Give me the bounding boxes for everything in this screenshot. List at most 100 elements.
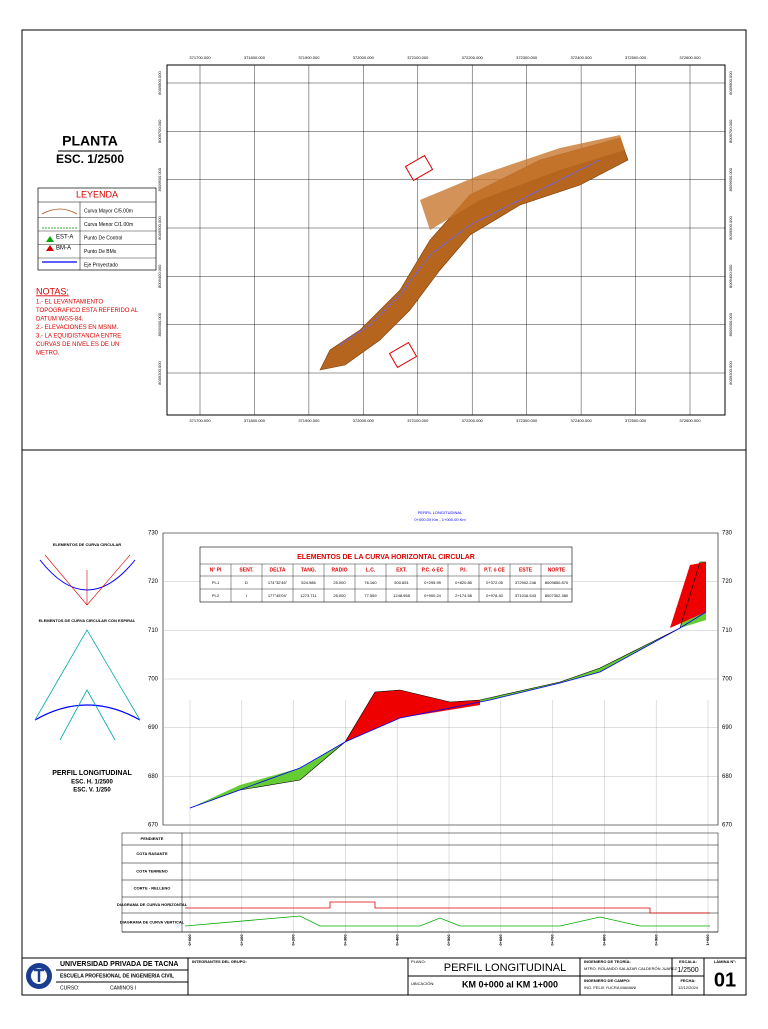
profile-title: PERFIL LONGITUDINAL: [418, 510, 463, 515]
table-cell: 77.559: [364, 593, 377, 598]
station-label: 0+500: [446, 934, 451, 946]
university: UNIVERSIDAD PRIVADA DE TACNA: [60, 961, 179, 968]
station-label: 0+100: [239, 934, 244, 946]
profile-label: PERFIL LONGITUDINAL: [52, 770, 132, 777]
theory-label: INGENIERO DE TEORÍA:: [584, 959, 631, 964]
map-y-label: 8009700.000: [728, 119, 733, 143]
table-cell: 372902.246: [515, 580, 537, 585]
legend-box: [37, 187, 157, 271]
map-y-label: 8009200.000: [728, 361, 733, 385]
map-y-label: 8009700.000: [157, 119, 162, 143]
legend-symbol: [46, 236, 54, 242]
legend-symbol: [46, 245, 54, 251]
map-x-label: 372600.000: [679, 418, 701, 423]
map-x-label: 372100.000: [407, 55, 429, 60]
table-cell: 500.651: [394, 580, 409, 585]
row-label: COTA TERRENO: [136, 869, 168, 874]
table-cell: 0+820.85: [455, 580, 473, 585]
map-y-label: 8009400.000: [728, 264, 733, 288]
sheet-label: LÁMINA N°:: [714, 959, 736, 964]
logo: [34, 968, 44, 982]
table-cell: 2+174.58: [455, 593, 473, 598]
y-label: 700: [722, 677, 733, 683]
diagram-title: ELEMENTOS DE CURVA CIRCULAR CON ESPIRAL: [39, 618, 136, 623]
station-label: 0+600: [498, 934, 503, 946]
theory: MTRO. ROLANDO SALAZAR CALDERÓN JUAREZ: [584, 966, 678, 971]
map-x-label: 371700.000: [189, 418, 211, 423]
y-label: 670: [722, 823, 733, 829]
table-cell: D: [245, 580, 248, 585]
note-line: 3.- LA EQUIDISTANCIA ENTRE: [36, 334, 121, 340]
legend-symbol: [41, 208, 78, 215]
table-header: SENT.: [239, 567, 254, 573]
map-x-label: 372500.000: [625, 55, 647, 60]
legend-item: Curva Mayor C/5.00m: [84, 208, 133, 214]
map-y-label: 8009800.000: [728, 71, 733, 95]
profile-range: 0+000.00 Km - 1+000.00 Km: [414, 517, 466, 522]
legend-title: LEYENDA: [76, 189, 118, 199]
map-frame: [166, 64, 726, 416]
y-label: 710: [148, 628, 159, 634]
profile-scale-v: ESC. V. 1/250: [73, 788, 111, 794]
spiral-diagram: [34, 629, 141, 741]
table-header: P.T. ó CE: [484, 567, 505, 573]
location: KM 0+000 al KM 1+000: [462, 979, 558, 989]
map-grid: 371700.000 371700.000 371800.000 371800.000…: [157, 55, 733, 423]
table-cell: 76.160: [364, 580, 377, 585]
table-cell: 371016.543: [515, 593, 537, 598]
station-label: 0+000: [187, 934, 192, 946]
map-y-label: 8009300.000: [157, 312, 162, 336]
table-cell: 1273.711: [300, 593, 317, 598]
legend-marker: BM-A: [56, 246, 71, 252]
table-cell: 0+900.24: [424, 593, 442, 598]
note-line: DATUM WGS-84.: [36, 317, 84, 323]
table-header: P.C. ó EC: [422, 567, 444, 573]
planta-title: PLANTA: [62, 133, 118, 149]
table-cell: 0+978.40: [486, 593, 504, 598]
pi-marker: [388, 341, 418, 369]
y-label: 720: [722, 579, 733, 585]
vertical-curve-diagram: [184, 915, 710, 927]
legend-item: Eje Proyectado: [84, 262, 118, 268]
table-cell: 8007302.380: [545, 593, 569, 598]
sheet-number: 01: [714, 969, 736, 991]
course-label: CURSO:: [60, 985, 79, 991]
station-label: 0+300: [342, 934, 347, 946]
profile-scale-h: ESC. H. 1/2500: [71, 780, 113, 786]
plan: PERFIL LONGITUDINAL: [444, 962, 566, 974]
profile-rows: PENDIENTE COTA RASANTE COTA TERRENO CORTE -…: [117, 832, 719, 933]
station-label: 0+800: [601, 934, 606, 946]
terrain: [319, 137, 629, 371]
school: ESCUELA PROFESIONAL DE INGENIERIA CIVIL: [60, 973, 174, 979]
map-y-label: 8009800.000: [157, 71, 162, 95]
map-x-label: 372300.000: [516, 418, 538, 423]
station-label: 1+000: [705, 934, 710, 946]
pi-marker: [404, 154, 434, 182]
curve-diagram: [44, 554, 131, 606]
table-cell: 0+372.05: [486, 580, 504, 585]
note-line: 1.- EL LEVANTAMIENTO: [36, 300, 103, 306]
y-label: 720: [148, 579, 159, 585]
map-x-label: 371900.000: [298, 55, 320, 60]
horizontal-curve-diagram: [185, 901, 710, 914]
y-label: 730: [722, 531, 733, 537]
notes-title: NOTAS:: [36, 286, 69, 296]
y-label: 730: [148, 531, 159, 537]
table-cell: 177°45'04": [268, 593, 288, 598]
date: 12/12/2024: [678, 985, 699, 990]
station-label: 0+200: [291, 934, 296, 946]
plan-label: PLANO:: [411, 959, 426, 964]
map-x-label: 372300.000: [516, 55, 538, 60]
table-header: RADIO: [331, 567, 347, 573]
table-cell: 1248.958: [393, 593, 410, 598]
table-header: P.I.: [460, 567, 467, 573]
legend-item: Punto De BMs: [84, 249, 117, 255]
members-label: INTEGRANTES DEL GRUPO:: [192, 959, 247, 964]
map-y-label: 8009200.000: [157, 361, 162, 385]
map-y-label: 8009400.000: [157, 264, 162, 288]
terrain: [420, 135, 625, 230]
table-cell: 524.986: [301, 580, 316, 585]
station-label: 0+900: [653, 934, 658, 946]
y-label: 710: [722, 628, 733, 634]
table-cell: PI-1: [212, 580, 220, 585]
